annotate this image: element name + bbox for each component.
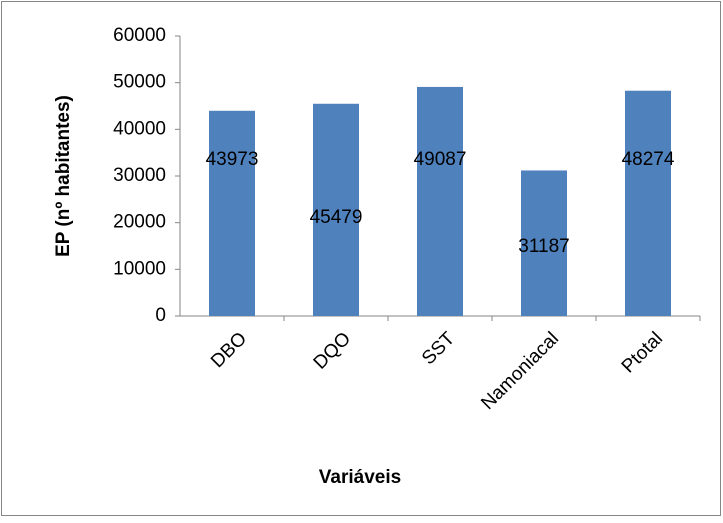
y-tick-label: 10000 — [113, 258, 166, 279]
data-label: 31187 — [518, 236, 569, 257]
y-axis-title: EP (nº habitantes) — [53, 95, 74, 257]
bar — [417, 86, 463, 316]
y-tick-label: 50000 — [113, 72, 166, 93]
bar — [521, 170, 567, 316]
data-label: 48274 — [622, 149, 675, 170]
y-tick-label: 60000 — [113, 25, 166, 46]
bar — [209, 110, 255, 316]
bar — [313, 103, 359, 316]
data-label: 45479 — [310, 207, 363, 228]
bar — [625, 90, 671, 316]
y-tick-label: 40000 — [113, 118, 166, 139]
x-axis-title: Variáveis — [319, 467, 401, 488]
data-label: 43973 — [206, 149, 259, 170]
y-tick-label: 20000 — [113, 212, 166, 233]
y-tick-label: 30000 — [113, 165, 166, 186]
data-label: 49087 — [414, 149, 467, 170]
y-tick-label: 0 — [155, 305, 166, 326]
